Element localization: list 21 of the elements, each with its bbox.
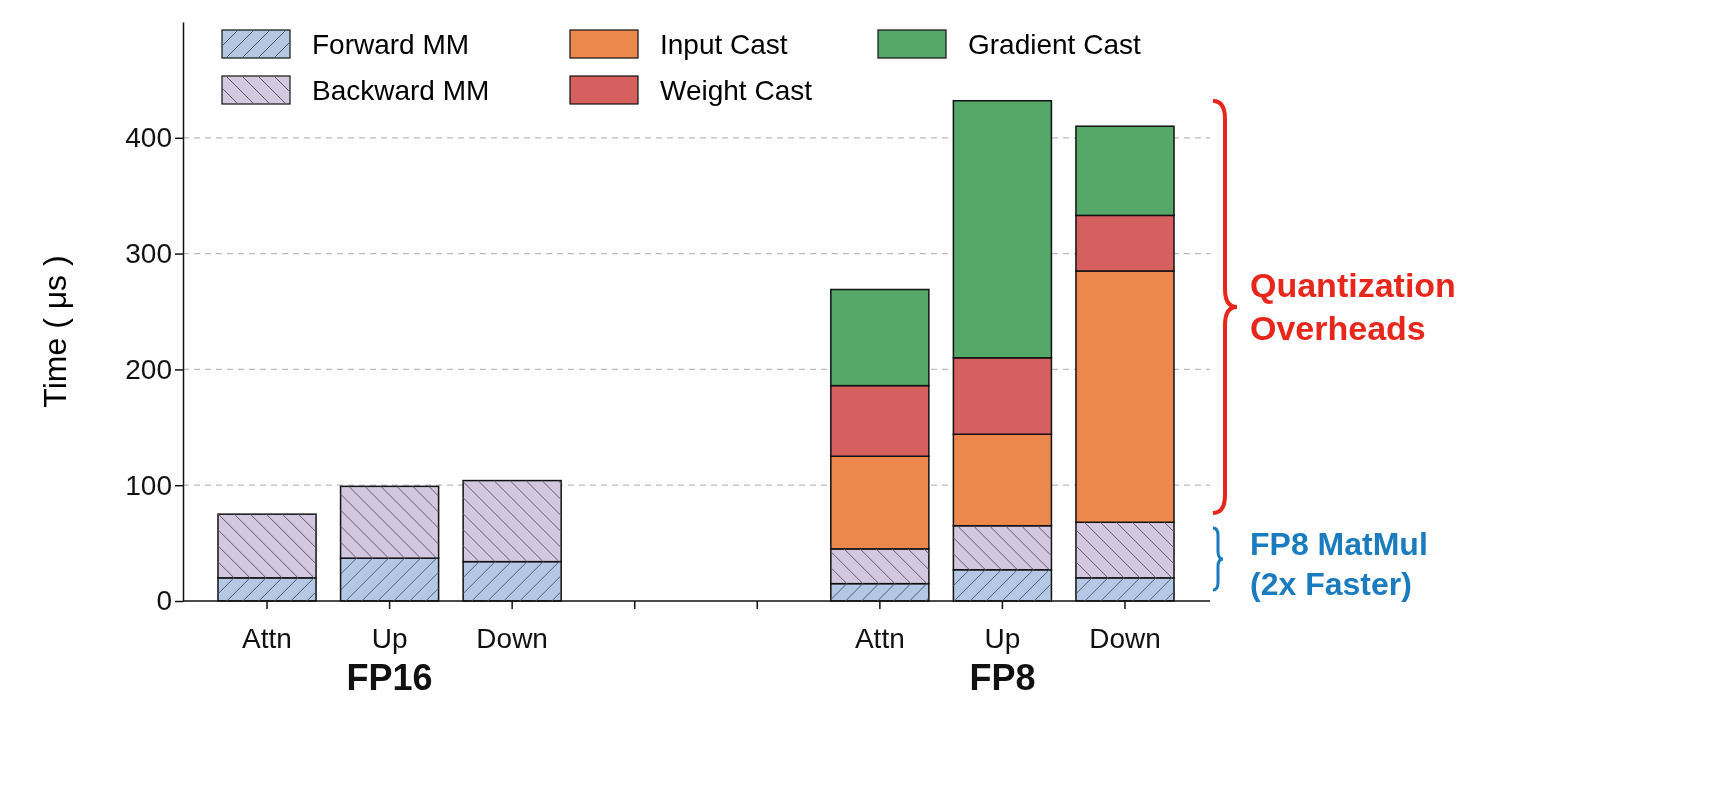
text: Quantization Overheads — [1250, 266, 1456, 347]
y-axis-title: Time ( μs ) — [37, 255, 73, 408]
legend-label: Weight Cast — [660, 75, 813, 106]
text: FP8 MatMul (2x Faster) — [1250, 526, 1428, 602]
x-tick-label: Down — [1089, 623, 1161, 655]
legend-label: Backward MM — [312, 75, 490, 106]
text: FP16 — [346, 657, 433, 698]
x-tick-label: Up — [371, 623, 408, 655]
x-tick-label: Up — [984, 623, 1021, 655]
legend-label: Forward MM — [312, 29, 470, 60]
y-tick-label: 0 — [156, 585, 172, 617]
x-tick-label: Attn — [854, 623, 905, 655]
y-tick-label: 300 — [125, 238, 172, 270]
y-tick-label: 100 — [125, 469, 172, 501]
y-tick-label: 400 — [125, 122, 172, 154]
y-tick-label: 200 — [125, 353, 172, 385]
x-tick-label: Attn — [242, 623, 292, 655]
text: FP8 — [969, 657, 1036, 698]
legend-label: Gradient Cast — [968, 29, 1141, 60]
legend-label: Input Cast — [660, 29, 788, 60]
x-tick-label: Down — [476, 623, 548, 655]
